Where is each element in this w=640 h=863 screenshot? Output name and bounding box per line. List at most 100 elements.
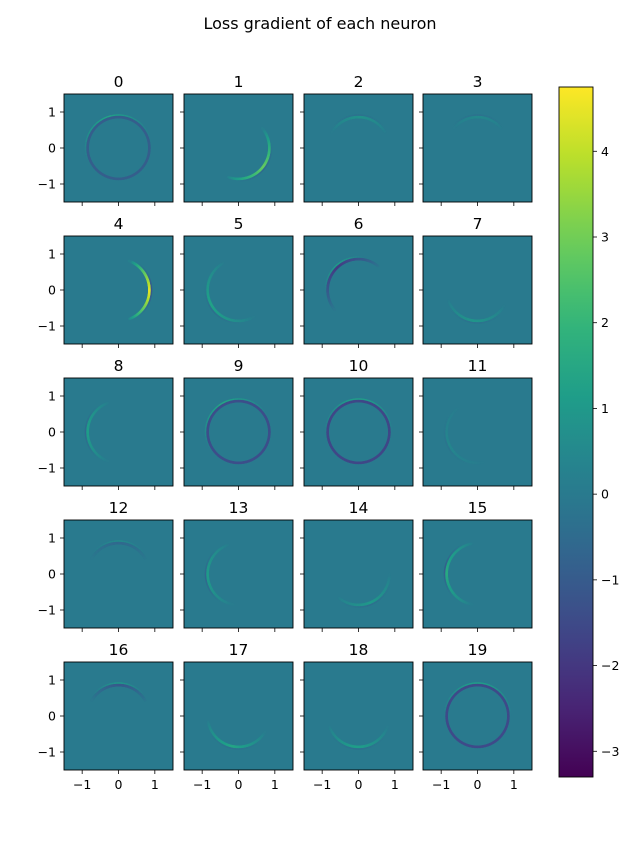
rim-segment (211, 551, 215, 555)
rim-segment (497, 121, 500, 124)
rim-segment (498, 312, 502, 316)
rim-segment (344, 745, 348, 748)
rim-segment (245, 179, 249, 181)
rim-segment (99, 118, 104, 122)
rim-segment (446, 417, 449, 421)
panel-title: 15 (468, 499, 488, 517)
heatmap-panel-2: 2 (300, 73, 414, 206)
rim-segment (325, 280, 328, 284)
rim-segment (382, 593, 386, 597)
rim-segment (208, 555, 212, 559)
colorbar-tick-label: 4 (601, 144, 609, 159)
heatmap-panel-0: 0 −1 0 1 (38, 73, 174, 206)
rim-segment (448, 590, 452, 594)
rim-segment (226, 320, 230, 323)
rim-segment (331, 267, 335, 271)
rim-segment (205, 564, 208, 568)
rim-segment (327, 273, 331, 277)
rim-segment (336, 262, 340, 266)
rim-segment (369, 745, 373, 748)
colorbar-tick-label: −3 (601, 744, 619, 759)
rim-segment (329, 271, 332, 275)
rim-segment (142, 267, 146, 271)
y-tick-label: 0 (48, 425, 56, 440)
y-tick-label: 1 (48, 531, 56, 546)
rim-segment (464, 683, 470, 687)
rim-segment (379, 596, 383, 600)
rim-segment (486, 115, 490, 118)
rim-segment (386, 587, 390, 591)
rim-segment (149, 280, 152, 284)
rim-segment (467, 320, 471, 323)
rim-segment (367, 115, 371, 118)
rim-segment (349, 256, 353, 259)
rim-segment (499, 122, 502, 126)
rim-segment (216, 314, 219, 317)
rim-segment (212, 594, 215, 597)
rim-segment (367, 604, 371, 607)
rim-segment (458, 118, 462, 121)
rim-segment (141, 311, 144, 315)
rim-segment (210, 553, 213, 557)
rim-segment (251, 744, 255, 748)
panel-background (423, 378, 532, 486)
rim-segment (448, 695, 452, 700)
rim-segment (456, 315, 460, 318)
rim-segment (94, 455, 98, 458)
rim-segment (90, 411, 93, 415)
y-tick-label: 1 (48, 105, 56, 120)
rim-segment (378, 405, 383, 410)
rim-segment (219, 742, 222, 745)
rim-segment (449, 308, 453, 312)
rim-segment (96, 547, 99, 550)
heatmap-panel-17: 17 −1 0 1 (180, 641, 294, 792)
panel-background (184, 94, 293, 202)
rim-segment (451, 310, 454, 314)
rim-segment (136, 687, 140, 691)
y-tick-label: −1 (38, 461, 56, 476)
rim-segment (456, 119, 460, 123)
rim-segment (455, 121, 458, 124)
rim-segment (446, 586, 449, 590)
rim-segment (388, 585, 391, 588)
rim-segment (104, 542, 108, 545)
rim-segment (144, 307, 147, 311)
rim-segment (106, 115, 112, 118)
rim-segment (494, 315, 498, 319)
rim-segment (446, 558, 449, 562)
colorbar-tick-label: −1 (601, 572, 619, 587)
rim-segment (453, 122, 456, 126)
rim-segment (329, 411, 333, 416)
rim-segment (254, 175, 258, 178)
heatmap-panel-16: 16 −1 0 1 −1 0 1 (38, 641, 174, 792)
rim-segment (444, 707, 447, 712)
rim-segment (444, 421, 447, 425)
rim-segment (104, 684, 108, 687)
rim-segment (134, 686, 138, 689)
y-tick-label: 0 (48, 709, 56, 724)
rim-segment (211, 408, 216, 413)
rim-segment (327, 415, 331, 420)
rim-segment (91, 451, 95, 455)
rim-segment (341, 602, 345, 605)
rim-segment (246, 746, 250, 749)
rim-segment (491, 117, 494, 120)
panel-title: 9 (234, 357, 244, 375)
heatmap-panel-9: 9 (180, 357, 294, 490)
y-tick-label: 1 (48, 389, 56, 404)
panel-title: 6 (354, 215, 364, 233)
rim-segment (369, 603, 373, 606)
rim-segment (86, 443, 90, 447)
rim-segment (207, 444, 211, 449)
rim-segment (139, 313, 143, 316)
heatmap-panel-12: 12 −1 0 1 (38, 499, 174, 632)
rim-segment (325, 419, 329, 424)
rim-segment (385, 589, 389, 593)
rim-segment (326, 275, 330, 279)
rim-segment (230, 747, 233, 750)
rim-segment (147, 132, 151, 137)
rim-segment (365, 115, 369, 117)
panel-background (184, 378, 293, 486)
rim-segment (339, 118, 343, 121)
rim-segment (367, 746, 371, 749)
